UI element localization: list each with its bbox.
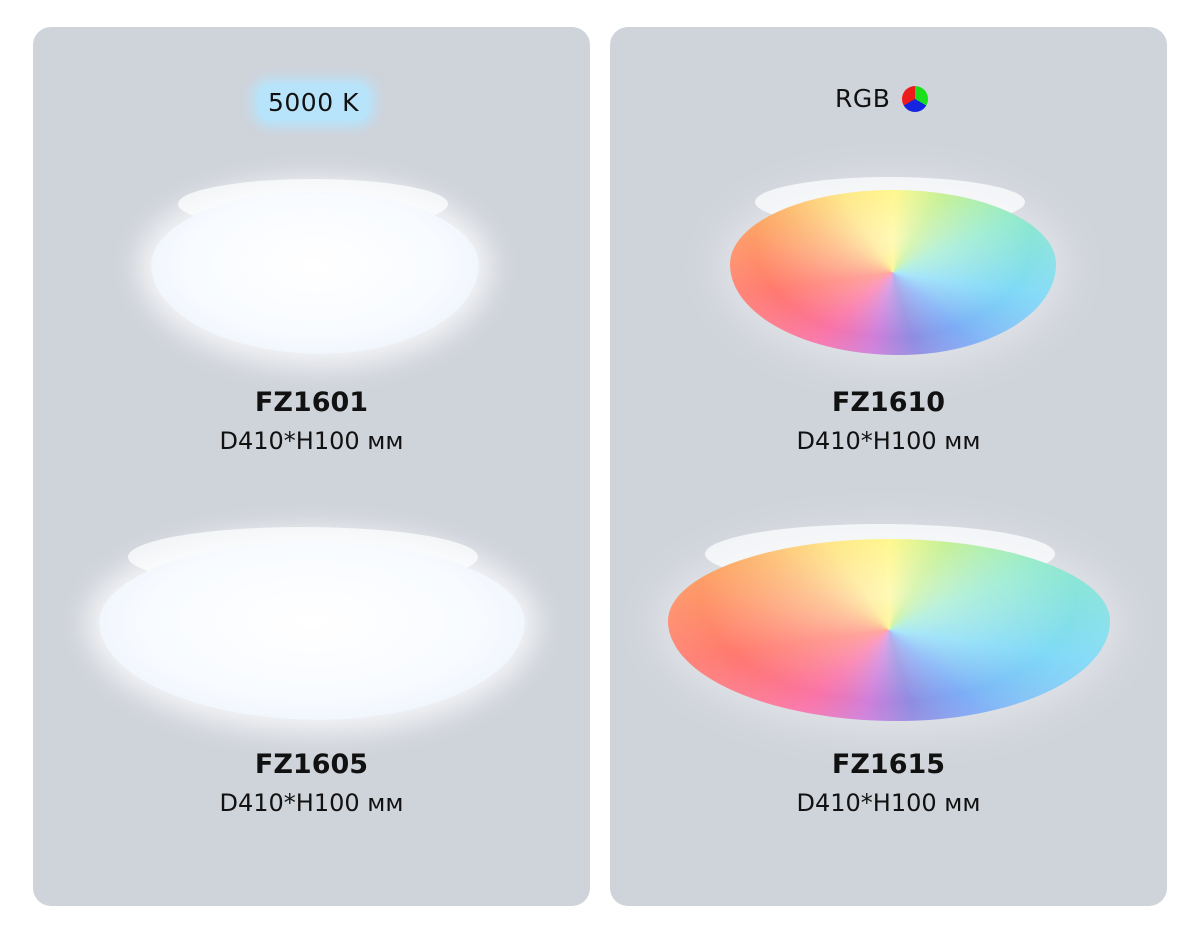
- lamp-fz1605-image: [99, 542, 525, 720]
- product-dimensions: D410*H100 мм: [796, 789, 981, 817]
- rgb-label: RGB: [835, 84, 891, 113]
- lamp-fz1610-image: [730, 190, 1056, 355]
- rgb-color-wheel-icon: [902, 85, 929, 112]
- rgb-badge: RGB: [835, 84, 929, 113]
- product-model: FZ1615: [831, 749, 946, 780]
- product-model: FZ1610: [831, 387, 946, 418]
- product-model: FZ1601: [254, 387, 369, 418]
- panel-rgb: RGB FZ1610 D410*H100 мм FZ1615 D410*H100…: [610, 27, 1167, 906]
- product-dimensions: D410*H100 мм: [219, 427, 404, 455]
- panel-5000k: 5000 K FZ1601 D410*H100 мм FZ1605 D410*H…: [33, 27, 590, 906]
- color-temperature-badge: 5000 K: [258, 84, 369, 121]
- product-model: FZ1605: [254, 749, 369, 780]
- lamp-fz1601-image: [151, 192, 479, 354]
- product-dimensions: D410*H100 мм: [219, 789, 404, 817]
- lamp-fz1615-image: [668, 539, 1110, 721]
- product-dimensions: D410*H100 мм: [796, 427, 981, 455]
